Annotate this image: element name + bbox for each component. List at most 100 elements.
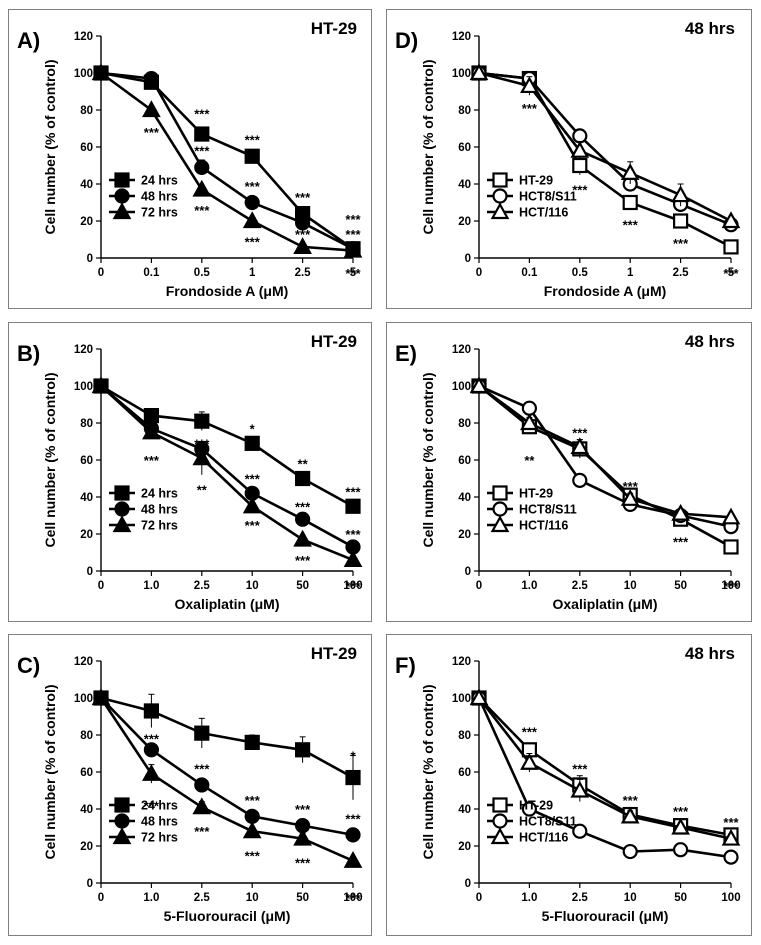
significance-label: *** <box>245 848 261 863</box>
data-point <box>343 550 363 567</box>
data-point <box>192 448 212 466</box>
legend-marker <box>492 797 508 813</box>
significance-label: *** <box>623 479 639 494</box>
significance-label: *** <box>572 761 588 776</box>
data-point <box>192 179 212 197</box>
x-axis-label: Frondoside A (μM) <box>544 283 667 299</box>
legend: HT-29 HCT8/S11 HCT/116 <box>487 485 577 533</box>
data-point <box>91 688 111 706</box>
data-point <box>194 413 210 429</box>
y-tick-label: 0 <box>465 566 471 578</box>
x-tick-label: 2.5 <box>572 580 589 592</box>
legend-label: HT-29 <box>519 487 553 501</box>
x-tick-label: 0.5 <box>572 267 589 279</box>
y-axis-label: Cell number (% of control) <box>42 60 58 235</box>
legend-marker <box>114 188 130 204</box>
data-point <box>143 70 159 87</box>
series-line <box>100 385 354 562</box>
legend: HT-29 HCT8/S11 HCT/116 <box>487 797 577 845</box>
legend-label: 72 hrs <box>141 519 178 533</box>
chart-e-svg: E) 48 hrs 0 20 40 60 80 100 120 0 1.0 2.5 10 50 100 Oxa… <box>395 332 741 612</box>
chart-d-svg: D) 48 hrs 0 20 40 60 80 100 120 0 0.1 0.5 1 2.5 5 Frond… <box>395 19 741 299</box>
y-axis-label: Cell number (% of control) <box>42 685 58 860</box>
series-2 <box>469 376 741 525</box>
data-point <box>143 742 159 758</box>
y-tick-label: 20 <box>80 529 93 541</box>
significance-label: *** <box>522 101 538 116</box>
series-line <box>477 697 732 840</box>
significance-label: *** <box>245 793 261 808</box>
data-point <box>620 489 640 506</box>
y-tick-label: 100 <box>74 693 93 705</box>
legend: 24 hrs 48 hrs 72 hrs <box>109 172 178 220</box>
significance-label: *** <box>295 227 311 242</box>
significance-label: *** <box>194 107 210 122</box>
data-point <box>572 128 588 144</box>
series-line <box>478 384 732 519</box>
data-point <box>244 194 260 211</box>
series-line <box>478 384 732 528</box>
data-point <box>570 437 590 455</box>
data-point <box>520 76 539 94</box>
y-tick-label: 100 <box>452 68 471 80</box>
legend: 24 hrs 48 hrs 72 hrs <box>109 485 178 533</box>
data-point <box>520 413 539 431</box>
legend-label: 48 hrs <box>141 815 178 829</box>
data-point <box>343 851 363 868</box>
legend-marker <box>112 515 132 533</box>
y-tick-label: 120 <box>452 31 471 43</box>
legend-marker <box>112 202 132 220</box>
data-point <box>521 400 537 416</box>
y-axis-label: Cell number (% of control) <box>42 373 58 548</box>
significance-label: *** <box>723 815 739 830</box>
data-point <box>143 703 159 719</box>
x-tick-label: 0 <box>98 892 104 904</box>
x-tick-label: 2.5 <box>194 580 211 592</box>
legend-marker <box>490 515 510 533</box>
x-tick-label: 50 <box>296 580 309 592</box>
significance-label: *** <box>673 804 689 819</box>
x-tick-label: 50 <box>296 892 309 904</box>
data-point <box>620 806 640 824</box>
chart-title: HT-29 <box>311 332 357 351</box>
series-line <box>100 71 354 250</box>
data-point <box>295 511 311 527</box>
series-line <box>100 71 354 250</box>
x-axis-label: Frondoside A (μM) <box>166 283 289 299</box>
legend-marker <box>112 827 132 845</box>
data-point <box>723 239 739 255</box>
data-point <box>671 503 690 521</box>
y-tick-label: 80 <box>458 730 471 742</box>
panel-letter: F) <box>395 653 416 678</box>
panel-letter: E) <box>395 341 417 366</box>
x-axis-label: Oxaliplatin (μM) <box>174 596 279 612</box>
data-point <box>570 140 590 158</box>
x-tick-label: 10 <box>246 580 259 592</box>
x-tick-label: 0 <box>476 267 482 279</box>
chart-a-svg: A) HT-29 0 20 40 60 80 100 120 0 0.1 0.5 1 2.5 5 Frondo… <box>17 19 363 299</box>
data-point <box>572 472 588 488</box>
legend-marker <box>114 501 130 517</box>
series-0 <box>93 65 361 257</box>
y-axis-label: Cell number (% of control) <box>420 60 436 235</box>
chart-title: 48 hrs <box>685 644 735 663</box>
x-tick-label: 0 <box>98 267 104 279</box>
legend-marker <box>492 172 508 188</box>
legend-label: HT-29 <box>519 174 553 188</box>
significance-label: *** <box>194 203 210 218</box>
x-tick-label: 0 <box>476 580 482 592</box>
significance-label: *** <box>295 553 311 568</box>
x-tick-label: 100 <box>721 892 740 904</box>
panel-letter: C) <box>17 653 40 678</box>
y-tick-label: 120 <box>74 656 93 668</box>
data-point <box>194 777 210 793</box>
legend-marker <box>114 172 130 188</box>
data-point <box>293 828 312 846</box>
data-point <box>723 539 739 555</box>
significance-label: *** <box>194 761 210 776</box>
significance-label: *** <box>345 227 361 242</box>
panel-letter: A) <box>17 28 40 53</box>
significance-label: *** <box>295 190 311 205</box>
x-tick-label: 0.1 <box>143 267 160 279</box>
significance-label: *** <box>522 724 538 739</box>
